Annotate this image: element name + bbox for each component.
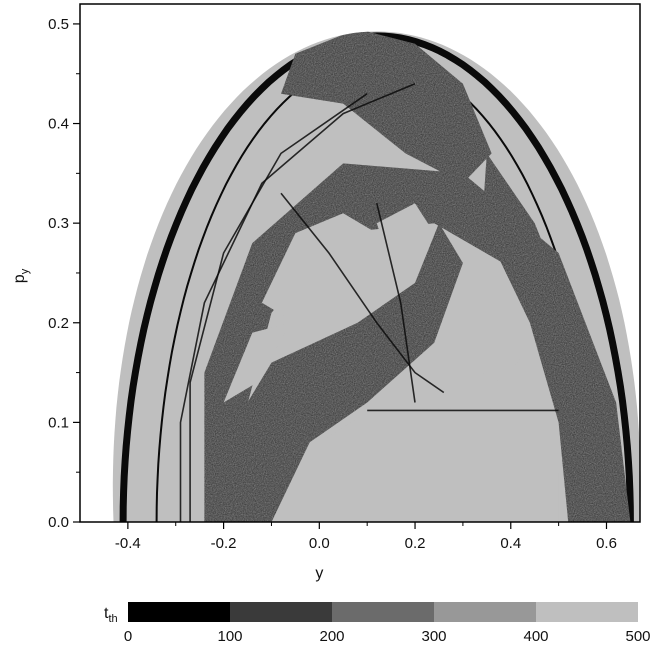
light-island-2 <box>376 203 435 263</box>
dark-lobe-4 <box>482 153 607 522</box>
y-axis-title-sub: y <box>19 268 31 274</box>
y-axis-title: py <box>11 268 31 283</box>
y-tick-label: 0.2 <box>48 315 69 332</box>
filament-5 <box>376 203 416 403</box>
colorbar-bin <box>230 602 332 622</box>
colorbar-tick-label: 500 <box>625 628 650 645</box>
light-island-1 <box>261 213 377 323</box>
colorbar-tick-label: 300 <box>421 628 446 645</box>
colorbar-tick-label: 200 <box>319 628 344 645</box>
x-tick-label: 0.4 <box>500 535 521 552</box>
y-tick-label: 0.5 <box>48 16 69 33</box>
filament-4 <box>280 192 445 394</box>
y-tick-label: 0.4 <box>48 116 69 133</box>
colorbar-tick-label: 400 <box>523 628 548 645</box>
chaotic-structure <box>119 31 634 523</box>
light-island-4 <box>223 322 291 403</box>
colorbar: 0 100 200 300 400 500 tth <box>104 602 651 645</box>
filament-1 <box>179 82 416 522</box>
x-tick-label: 0.0 <box>309 535 330 552</box>
x-tick-label: 0.2 <box>405 535 426 552</box>
colorbar-bin <box>434 602 536 622</box>
dark-lobe-3 <box>223 223 463 522</box>
axes: -0.4 -0.2 0.0 0.2 0.4 0.60.00.10.20.30.40.5yp… <box>11 3 641 582</box>
colorbar-title-main: t <box>104 605 109 622</box>
dark-lobe-2 <box>281 31 492 184</box>
escape-time-heatmap <box>112 31 641 523</box>
plot-frame <box>79 3 641 523</box>
colorbar-bin <box>536 602 638 622</box>
y-axis-title-main: p <box>11 274 28 283</box>
x-tick-label: 0.6 <box>596 535 617 552</box>
filament-2 <box>189 93 368 522</box>
y-tick-label: 0.3 <box>48 215 69 232</box>
colorbar-tick-label: 0 <box>124 628 132 645</box>
light-island-5 <box>462 302 526 383</box>
x-tick-label: -0.2 <box>211 535 237 552</box>
colorbar-bin <box>128 602 230 622</box>
x-axis-title: y <box>315 565 323 582</box>
y-tick-label: 0.0 <box>48 514 69 531</box>
x-tick-label: -0.4 <box>115 535 141 552</box>
colorbar-title: tth <box>104 605 118 625</box>
colorbar-bin <box>332 602 434 622</box>
colorbar-title-sub: th <box>108 613 117 625</box>
colorbar-tick-label: 100 <box>217 628 242 645</box>
y-tick-label: 0.1 <box>48 414 69 431</box>
light-island-3 <box>319 407 559 522</box>
